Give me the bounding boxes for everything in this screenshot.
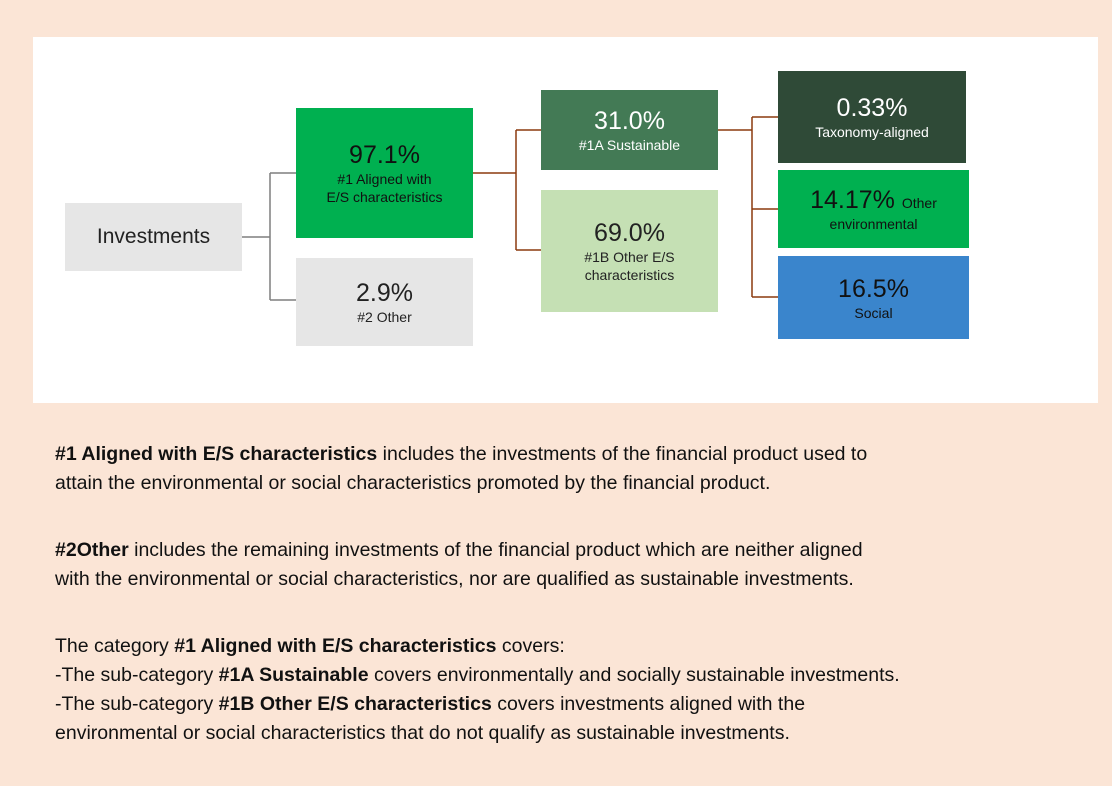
bold-text: #2Other [55, 539, 129, 561]
node-value-row: 69.0% [594, 218, 665, 248]
node-label: Investments [96, 225, 211, 248]
node: 0.33% Taxonomy-aligned [778, 71, 966, 163]
node-label: characteristics [584, 267, 675, 283]
notes: #1 Aligned with E/S characteristics incl… [55, 440, 900, 786]
node: 16.5% Social [778, 256, 969, 339]
text-line: attain the environmental or social chara… [55, 469, 900, 498]
node-label: Other [901, 195, 937, 211]
node-value: 14.17% [810, 186, 895, 214]
node-value-row: 31.0% [594, 106, 665, 136]
connectors [242, 116, 778, 301]
connector [242, 172, 296, 301]
node-label: #1 Aligned with [337, 171, 432, 187]
node-value-row: 97.1% [349, 140, 420, 170]
text-line: #1 Aligned with E/S characteristics incl… [55, 440, 900, 469]
text: attain the environmental or social chara… [55, 472, 771, 494]
node-value-row: 14.17% Other [810, 185, 937, 215]
text: covers: [496, 635, 565, 657]
text-line: environmental or social characteristics … [55, 719, 900, 748]
paragraph: #2Other includes the remaining investmen… [55, 536, 900, 594]
node-label: Taxonomy-aligned [815, 124, 929, 140]
connector [718, 116, 778, 298]
node-value: 0.33% [836, 94, 908, 122]
text-line: The category #1 Aligned with E/S charact… [55, 632, 900, 661]
node-value: 69.0% [594, 219, 665, 247]
node-label: E/S characteristics [326, 189, 443, 205]
text-line: -The sub-category #1B Other E/S characte… [55, 690, 900, 719]
text: environmental or social characteristics … [55, 722, 790, 744]
node-label: #1A Sustainable [578, 137, 681, 153]
text: includes the investments of the financia… [377, 443, 868, 465]
text: includes the remaining investments of th… [128, 539, 863, 561]
text: -The sub-category [55, 664, 219, 686]
node-label: environmental [829, 216, 918, 232]
connector [473, 129, 541, 251]
text-line: -The sub-category #1A Sustainable covers… [55, 661, 900, 690]
node-label: Social [854, 304, 893, 321]
text: covers investments aligned with the [491, 693, 806, 715]
text: The category [55, 635, 175, 657]
node-value: 97.1% [349, 141, 420, 169]
node-value: 2.9% [356, 279, 413, 307]
node-value-row: 2.9% [356, 278, 413, 308]
paragraph: #1 Aligned with E/S characteristics incl… [55, 440, 900, 498]
node-value: 16.5% [838, 274, 909, 303]
bold-text: #1A Sustainable [218, 664, 369, 686]
text-line: #2Other includes the remaining investmen… [55, 536, 900, 565]
node: 14.17% Other environmental [778, 170, 969, 248]
text: -The sub-category [55, 693, 219, 715]
bold-text: #1 Aligned with E/S characteristics [55, 443, 378, 465]
node-value-row: 16.5% [838, 274, 909, 304]
node: 31.0% #1A Sustainable [541, 90, 718, 170]
node-label: #1B Other E/S [584, 249, 675, 265]
paragraph: The category #1 Aligned with E/S charact… [55, 632, 900, 748]
node-label: #2 Other [357, 309, 412, 325]
node: 97.1% #1 Aligned with E/S characteristics [296, 108, 473, 238]
text-line: with the environmental or social charact… [55, 565, 900, 594]
node: 2.9% #2 Other [296, 258, 473, 346]
text: covers environmentally and socially sust… [368, 664, 900, 686]
root-node: Investments [65, 203, 242, 271]
node: 69.0% #1B Other E/S characteristics [541, 190, 718, 312]
text: with the environmental or social charact… [55, 568, 854, 590]
bold-text: #1 Aligned with E/S characteristics [174, 635, 497, 657]
node-value: 31.0% [594, 107, 665, 135]
bold-text: #1B Other E/S characteristics [218, 693, 492, 715]
node-value-row: 0.33% [837, 93, 908, 123]
